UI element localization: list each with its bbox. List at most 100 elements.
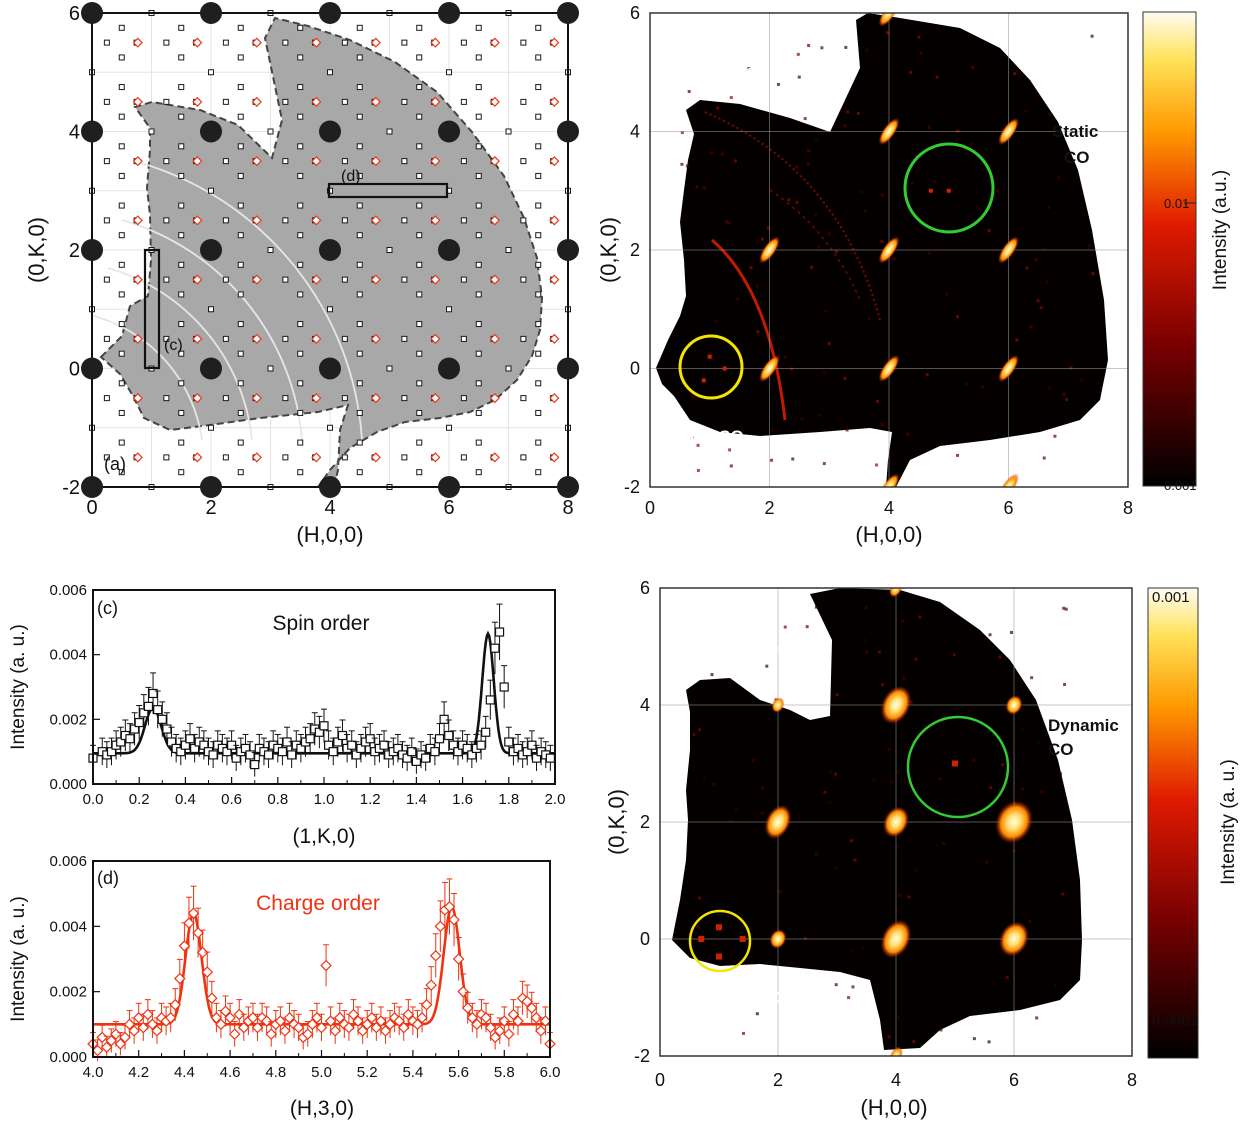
noise-pixel bbox=[1069, 366, 1073, 370]
data-point bbox=[457, 985, 469, 998]
data-point bbox=[315, 1021, 328, 1034]
spin-order-marker bbox=[118, 172, 125, 179]
noise-pixel bbox=[800, 417, 804, 421]
panel-a-x-tick-label: 2 bbox=[205, 497, 216, 519]
spin-order-marker bbox=[237, 54, 244, 61]
charge-order-marker bbox=[489, 452, 500, 463]
noise-pixel bbox=[846, 110, 850, 114]
bragg-spot bbox=[998, 117, 1019, 146]
x-tick-label: 1.6 bbox=[452, 791, 473, 808]
noise-pixel bbox=[906, 432, 910, 436]
data-point bbox=[539, 1015, 552, 1027]
data-point bbox=[356, 743, 366, 754]
noise-pixel bbox=[698, 728, 702, 732]
noise-pixel bbox=[1053, 983, 1057, 987]
noise-pixel bbox=[710, 673, 714, 677]
x-tick-label: 5.6 bbox=[448, 1064, 469, 1081]
spin-order-marker bbox=[103, 217, 110, 224]
spin-order-marker bbox=[297, 54, 304, 61]
data-point bbox=[429, 949, 442, 962]
data-point bbox=[402, 753, 412, 763]
noise-pixel bbox=[987, 1040, 991, 1044]
panel-a-powder-arc bbox=[138, 161, 363, 441]
data-point bbox=[208, 750, 218, 760]
charge-order-marker bbox=[549, 96, 560, 107]
charge-order-marker bbox=[192, 215, 203, 226]
spin-order-marker bbox=[356, 261, 363, 268]
panel-b-co-label-2: CO bbox=[1064, 148, 1090, 167]
charge-order-marker bbox=[251, 215, 262, 226]
charge-order-marker bbox=[311, 156, 322, 167]
bragg-peak bbox=[438, 120, 460, 143]
panel-b-y-tick-label: 6 bbox=[630, 3, 640, 23]
spin-order-marker bbox=[103, 335, 110, 342]
spin-order-marker bbox=[520, 217, 527, 224]
spin-order-marker bbox=[327, 306, 333, 313]
spin-order-marker bbox=[356, 350, 363, 357]
noise-pixel bbox=[771, 428, 775, 432]
noise-pixel bbox=[729, 464, 733, 468]
noise-pixel bbox=[827, 232, 831, 236]
spin-order-marker bbox=[535, 350, 542, 357]
panel-a-y-tick-label: -2 bbox=[62, 477, 80, 499]
superlattice-spot bbox=[722, 366, 727, 371]
charge-order-marker bbox=[192, 96, 203, 107]
bragg-spot bbox=[759, 354, 780, 383]
spin-order-marker bbox=[535, 143, 542, 150]
panel-a-box-d-label: (d) bbox=[341, 168, 361, 185]
noise-pixel bbox=[783, 355, 787, 359]
data-point bbox=[176, 747, 186, 757]
data-point bbox=[215, 1018, 227, 1031]
x-tick-label: 0.6 bbox=[221, 791, 242, 808]
panel-e-xlabel: (H,0,0) bbox=[860, 1095, 927, 1120]
spin-order-marker bbox=[520, 98, 527, 105]
panel-a-x-tick-label: 4 bbox=[324, 497, 335, 519]
data-point bbox=[329, 1025, 342, 1037]
noise-pixel bbox=[835, 250, 839, 254]
panel-b-powder-ring bbox=[711, 238, 787, 421]
noise-pixel bbox=[892, 257, 896, 261]
data-point bbox=[489, 1031, 501, 1044]
noise-pixel bbox=[877, 650, 881, 654]
panel-e-ylabel: (0,K,0) bbox=[604, 789, 629, 855]
spin-order-marker bbox=[297, 350, 304, 357]
noise-pixel bbox=[1028, 919, 1032, 923]
panel-b-colorbar-tick-0.01: 0.01 bbox=[1164, 196, 1189, 211]
panel-b-frame bbox=[649, 12, 1129, 488]
y-tick-label: 0.000 bbox=[49, 1049, 87, 1066]
bragg-spot bbox=[771, 697, 785, 713]
x-tick-label: 0.0 bbox=[83, 791, 104, 808]
charge-order-marker bbox=[370, 452, 381, 463]
panel-e-label: (e) bbox=[668, 1028, 690, 1048]
panel-e-so-circle bbox=[688, 909, 752, 973]
spin-order-marker bbox=[341, 98, 348, 105]
charge-order-marker bbox=[549, 333, 560, 344]
noise-pixel bbox=[803, 936, 807, 940]
bragg-spot bbox=[878, 236, 900, 264]
charge-order-marker bbox=[132, 452, 143, 463]
spin-order-marker bbox=[297, 84, 304, 91]
data-point bbox=[480, 1012, 492, 1024]
spin-order-marker bbox=[118, 24, 125, 31]
spin-order-marker bbox=[103, 395, 110, 402]
data-point bbox=[306, 1018, 319, 1031]
noise-pixel bbox=[952, 653, 956, 657]
x-tick-label: 5.2 bbox=[357, 1064, 378, 1081]
data-point bbox=[531, 753, 542, 763]
spin-order-marker bbox=[222, 98, 229, 105]
data-point bbox=[153, 705, 163, 715]
charge-order-marker bbox=[192, 156, 203, 167]
panel-c: 0.0 0.2 0.4 0.6 0.8 1.0 1.2 1.4 1.6 1.8 2.0 0.000 0.… bbox=[8, 582, 565, 848]
noise-pixel bbox=[1036, 741, 1040, 745]
panel-e-co-label-1: Dynamic bbox=[1048, 716, 1119, 735]
spin-order-marker bbox=[118, 439, 125, 446]
spin-order-marker bbox=[475, 409, 482, 416]
noise-pixel bbox=[828, 801, 832, 805]
x-tick-label: 1.8 bbox=[498, 791, 519, 808]
spin-order-marker bbox=[386, 365, 393, 372]
data-point bbox=[319, 721, 329, 731]
charge-order-marker bbox=[549, 37, 560, 48]
data-point bbox=[283, 1012, 296, 1024]
charge-order-marker bbox=[489, 274, 500, 285]
spin-order-marker bbox=[237, 172, 244, 179]
